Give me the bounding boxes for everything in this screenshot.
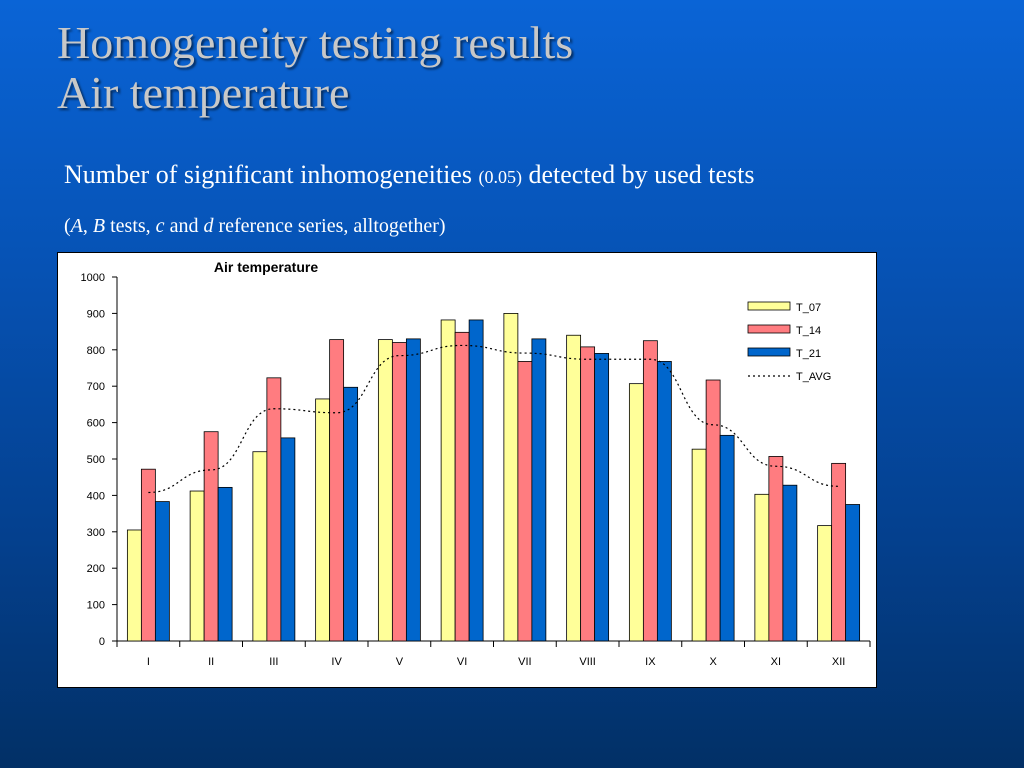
- y-tick-label: 400: [87, 490, 105, 502]
- title-line-1: Homogeneity testing results: [57, 17, 574, 68]
- bar-t-21: [343, 386, 359, 642]
- y-tick-label: 1000: [81, 272, 105, 284]
- bar-t-21: [468, 319, 484, 642]
- bar-t-21: [594, 353, 610, 642]
- bar-t-07: [754, 493, 770, 642]
- legend-swatch: [747, 301, 791, 311]
- line-t-avg: [148, 344, 839, 494]
- subtitle-main: Number of significant inhomogeneities: [64, 160, 479, 189]
- bar-t-14: [203, 431, 219, 642]
- note-tests: tests,: [105, 215, 156, 237]
- significance-level: (0.05): [478, 167, 522, 187]
- x-tick-label: III: [269, 656, 278, 668]
- bar-t-14: [517, 361, 533, 642]
- chart-container: Air temperature 0 100 200 300 400 500 600 700 80…: [57, 252, 877, 688]
- legend-label: T_07: [796, 302, 821, 314]
- bar-t-21: [154, 501, 170, 642]
- y-tick-label: 600: [87, 418, 105, 430]
- x-tick-label: VI: [457, 656, 467, 668]
- slide-title: Homogeneity testing results Air temperat…: [57, 18, 573, 118]
- bar-t-21: [782, 484, 798, 642]
- y-tick-label: 500: [87, 454, 105, 466]
- y-tick-label: 200: [87, 563, 105, 575]
- y-tick-label: 300: [87, 527, 105, 539]
- bar-t-07: [566, 334, 582, 642]
- x-tick-label: IX: [645, 656, 656, 668]
- bar-t-14: [140, 468, 156, 642]
- legend-label: T_14: [796, 325, 821, 337]
- bar-t-07: [440, 319, 456, 642]
- legend-label: T_21: [796, 348, 821, 360]
- legend-label: T_AVG: [796, 371, 831, 383]
- bar-t-07: [503, 313, 519, 642]
- bar-t-07: [252, 451, 268, 642]
- x-tick-label: VII: [518, 656, 531, 668]
- bar-chart: Air temperature 0 100 200 300 400 500 600 700 80…: [81, 259, 871, 668]
- x-tick-label: II: [208, 656, 214, 668]
- bar-t-07: [691, 448, 707, 642]
- subtitle-end: detected by used tests: [521, 160, 755, 189]
- bar-t-21: [217, 486, 233, 642]
- note-comma: ,: [82, 215, 93, 237]
- title-line-2: Air temperature: [57, 67, 350, 118]
- y-tick-label: 700: [87, 381, 105, 393]
- x-tick-label: IV: [331, 656, 342, 668]
- bar-t-14: [705, 379, 721, 642]
- bar-t-07: [377, 339, 393, 642]
- x-tick-label: V: [396, 656, 404, 668]
- note-d: d: [203, 215, 214, 237]
- legend-swatch: [747, 347, 791, 357]
- note-a: A: [70, 215, 83, 237]
- legend-swatch: [747, 324, 791, 334]
- note-open: (: [64, 215, 71, 237]
- y-tick-label: 800: [87, 345, 105, 357]
- bar-t-07: [315, 398, 331, 642]
- x-tick-label: XI: [771, 656, 781, 668]
- bar-t-14: [266, 377, 282, 642]
- bar-t-21: [531, 338, 547, 642]
- x-tick-label: XII: [832, 656, 845, 668]
- bar-t-14: [391, 342, 407, 642]
- bar-t-21: [656, 361, 672, 642]
- y-tick-label: 900: [87, 308, 105, 320]
- bar-t-21: [719, 434, 735, 642]
- bar-t-14: [642, 340, 658, 642]
- bar-t-21: [280, 437, 296, 642]
- bar-t-07: [126, 529, 142, 642]
- note-b: B: [92, 215, 106, 237]
- slide-subtitle: Number of significant inhomogeneities (0…: [64, 160, 754, 190]
- x-tick-label: X: [709, 656, 717, 668]
- bar-t-14: [831, 462, 847, 642]
- x-tick-label: VIII: [579, 656, 596, 668]
- slide-note: (A, B tests, c and d reference series, a…: [64, 215, 446, 238]
- bar-t-07: [817, 525, 833, 642]
- bar-t-07: [628, 383, 644, 642]
- y-tick-label: 0: [99, 636, 105, 648]
- note-rest: reference series, alltogether): [213, 215, 446, 237]
- bar-t-14: [768, 456, 784, 642]
- bar-t-21: [845, 504, 861, 642]
- bar-t-14: [580, 346, 596, 642]
- bar-t-14: [329, 339, 345, 642]
- x-tick-label: I: [147, 656, 150, 668]
- bar-t-07: [189, 490, 205, 642]
- note-and: and: [164, 215, 204, 237]
- bar-t-21: [405, 338, 421, 642]
- chart-title: Air temperature: [214, 259, 318, 275]
- y-tick-label: 100: [87, 600, 105, 612]
- note-c: c: [155, 215, 165, 237]
- bar-t-14: [454, 331, 470, 642]
